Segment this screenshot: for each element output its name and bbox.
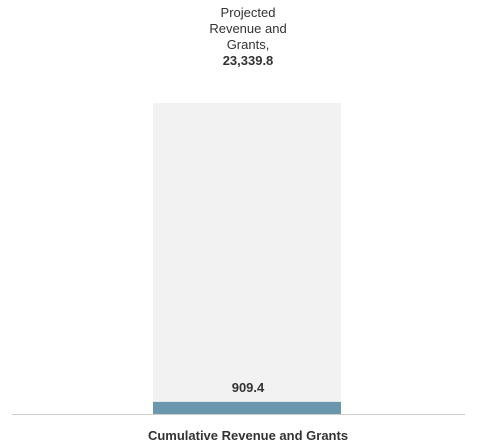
projected-label-line: Revenue and	[209, 21, 287, 36]
actual-bar	[153, 401, 341, 414]
actual-value-label: 909.4	[231, 379, 265, 395]
projected-label-line: Projected	[220, 5, 276, 20]
projected-label-line: Grants,	[226, 37, 270, 52]
projected-label: Projected Revenue and Grants, 23,339.8	[148, 5, 348, 69]
projected-bar	[153, 103, 341, 414]
projected-value-label: 23,339.8	[222, 53, 274, 68]
category-label: Cumulative Revenue and Grants	[147, 428, 349, 443]
